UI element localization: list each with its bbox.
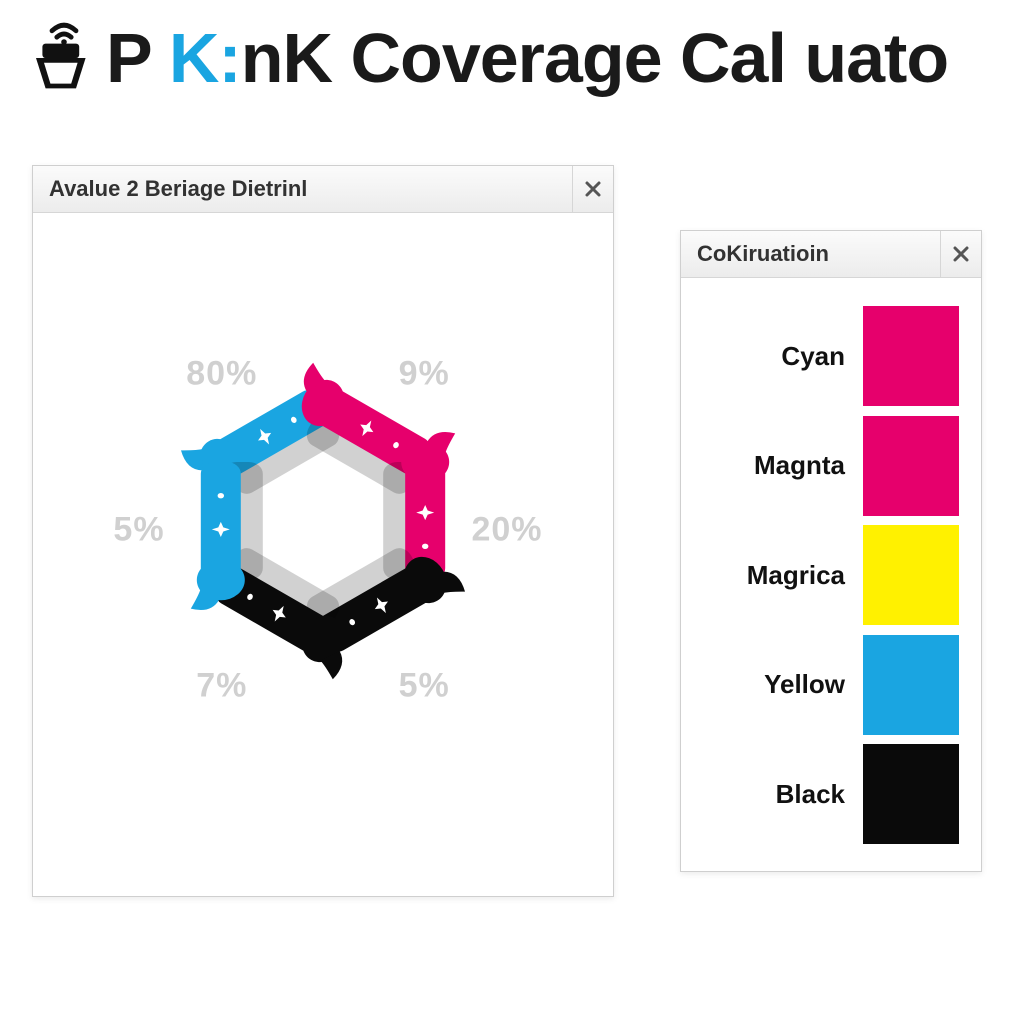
legend-swatch xyxy=(863,416,959,516)
legend-swatch xyxy=(863,635,959,735)
coverage-chart-body: 80% 9% 20% 5% 7% 5% xyxy=(33,213,613,897)
coverage-chart-panel-title: Avalue 2 Beriage Dietrinl xyxy=(49,176,572,202)
legend-label: Magnta xyxy=(711,450,845,481)
legend-row: Cyan xyxy=(711,306,959,406)
coverage-chart-panel-header: Avalue 2 Beriage Dietrinl xyxy=(33,166,613,213)
coverage-percent-label: 9% xyxy=(399,354,450,393)
color-legend-panel: CoKiruatioin Cyan Magnta Magrica Yellow Blac… xyxy=(680,230,982,872)
legend-label: Black xyxy=(711,779,845,810)
legend-label: Magrica xyxy=(711,560,845,591)
coverage-percent-label: 5% xyxy=(113,510,164,549)
legend-row: Magnta xyxy=(711,416,959,516)
legend-label: Cyan xyxy=(711,341,845,372)
legend-list: Cyan Magnta Magrica Yellow Black xyxy=(681,278,981,872)
legend-swatch xyxy=(863,744,959,844)
legend-swatch xyxy=(863,306,959,406)
app-logo-icon xyxy=(20,18,100,98)
legend-label: Yellow xyxy=(711,669,845,700)
coverage-percent-label: 5% xyxy=(399,667,450,706)
color-legend-panel-title: CoKiruatioin xyxy=(697,241,940,267)
color-legend-body: Cyan Magnta Magrica Yellow Black xyxy=(681,278,981,872)
color-legend-panel-header: CoKiruatioin xyxy=(681,231,981,278)
coverage-percent-label: 20% xyxy=(471,510,542,549)
coverage-percent-label: 80% xyxy=(186,354,257,393)
app-title: P K:nK Coverage Cal uato xyxy=(106,18,948,98)
legend-row: Magrica xyxy=(711,525,959,625)
coverage-chart-panel: Avalue 2 Beriage Dietrinl xyxy=(32,165,614,897)
coverage-percent-label: 7% xyxy=(196,667,247,706)
legend-row: Black xyxy=(711,744,959,844)
legend-row: Yellow xyxy=(711,635,959,735)
app-title-accent: K: xyxy=(169,19,241,97)
app-title-rest: nK Coverage Cal uato xyxy=(241,19,948,97)
legend-swatch xyxy=(863,525,959,625)
app-header: P K:nK Coverage Cal uato xyxy=(20,18,948,98)
close-icon[interactable] xyxy=(572,166,613,212)
hexagon-chart: 80% 9% 20% 5% 7% 5% xyxy=(93,291,553,751)
app-title-prefix: P xyxy=(106,19,169,97)
close-icon[interactable] xyxy=(940,231,981,277)
